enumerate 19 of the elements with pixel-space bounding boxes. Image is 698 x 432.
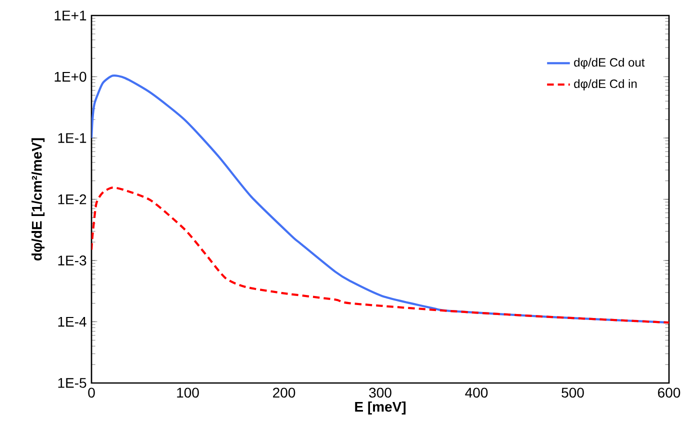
legend-label: dφ/dE Cd out xyxy=(574,58,645,70)
y-tick-label: 1E+0 xyxy=(54,72,86,82)
x-tick-label: 300 xyxy=(369,388,392,398)
line-series xyxy=(92,186,669,324)
legend-label: dφ/dE Cd in xyxy=(574,79,637,90)
y-axis-title: dφ/dE [1/cm²/meV] xyxy=(32,138,45,260)
x-tick-label: 200 xyxy=(273,388,296,398)
x-tick-label: 600 xyxy=(658,388,680,398)
y-tick-label: 1E-2 xyxy=(58,194,86,204)
x-tick-label: 400 xyxy=(465,388,488,398)
x-axis-title: E [meV] xyxy=(355,401,406,414)
y-tick-label: 1E-5 xyxy=(58,378,86,388)
x-tick-label: 0 xyxy=(88,388,95,398)
y-tick-label: 1E-3 xyxy=(58,256,86,266)
y-tick-label: 1E-1 xyxy=(58,133,86,143)
x-tick-label: 100 xyxy=(177,388,199,398)
y-tick-label: 1E+1 xyxy=(54,10,86,20)
x-tick-label: 500 xyxy=(562,388,584,398)
y-tick-label: 1E-4 xyxy=(58,316,86,327)
